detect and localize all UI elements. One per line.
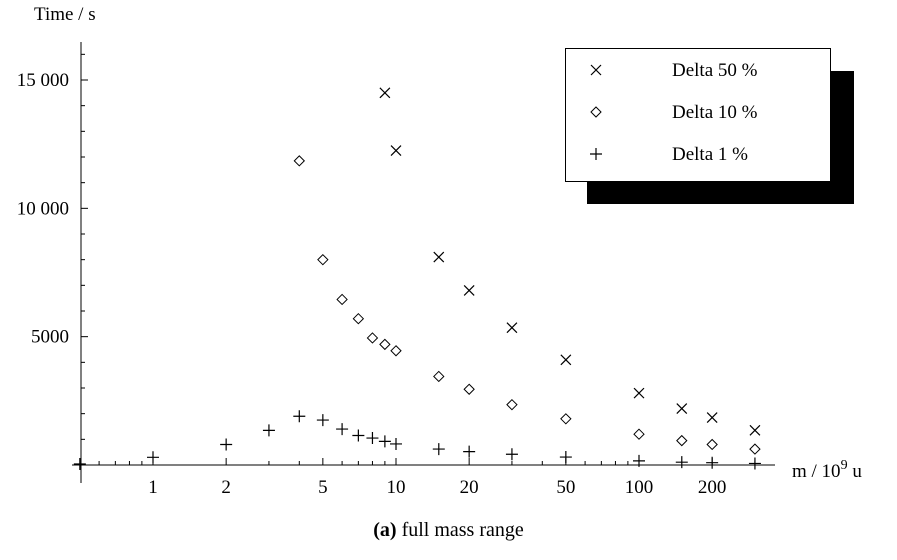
data-point-cross [379, 87, 391, 99]
data-point-plus [559, 451, 572, 464]
legend-marker [590, 148, 602, 160]
legend-label: Delta 1 % [672, 144, 748, 165]
data-point-plus [220, 438, 233, 451]
data-point-diamond [749, 443, 761, 455]
data-point-diamond [390, 345, 402, 357]
y-axis-label: Time / s [34, 4, 96, 25]
y-tick-label: 5000 [31, 327, 69, 348]
figure-caption: (a) full mass range [0, 519, 897, 542]
data-point-diamond [633, 428, 645, 440]
data-point-diamond [506, 398, 518, 411]
data-point-diamond [433, 370, 445, 383]
x-tick-label: 100 [625, 477, 654, 498]
data-point-cross [463, 285, 475, 296]
data-point-plus [293, 410, 306, 423]
data-point-diamond [560, 413, 572, 425]
data-point-plus [706, 456, 719, 469]
data-point-plus [463, 445, 476, 458]
y-tick-label: 15 000 [17, 70, 69, 91]
data-point-diamond [352, 312, 365, 325]
data-point-diamond [366, 332, 379, 344]
x-tick-label: 2 [221, 477, 231, 498]
legend-marker [590, 64, 602, 76]
data-point-plus [147, 451, 159, 464]
data-point-diamond [293, 155, 306, 167]
y-tick-label: 10 000 [17, 198, 69, 219]
data-point-plus [633, 454, 645, 467]
x-tick-label: 50 [556, 477, 575, 498]
data-point-cross [633, 387, 645, 399]
legend-box [565, 48, 831, 182]
data-point-cross [506, 322, 518, 334]
x-tick-label: 1 [148, 477, 158, 498]
data-point-diamond [317, 253, 329, 266]
data-point-diamond [336, 293, 348, 306]
data-point-plus [748, 457, 761, 470]
data-point-diamond [676, 434, 688, 447]
data-point-cross [749, 424, 761, 436]
legend-label: Delta 50 % [672, 60, 758, 81]
data-point-diamond [706, 438, 718, 451]
legend-label: Delta 10 % [672, 102, 758, 123]
data-point-plus [505, 448, 518, 461]
data-point-cross [390, 145, 402, 157]
x-tick-label: 200 [698, 477, 727, 498]
data-point-cross [433, 251, 445, 263]
data-point-diamond [463, 383, 475, 395]
x-tick-label: 5 [318, 477, 328, 498]
data-point-plus [316, 414, 329, 427]
data-point-plus [73, 457, 86, 470]
data-point-cross [676, 403, 688, 414]
data-point-plus [432, 443, 445, 456]
data-point-plus [390, 437, 402, 450]
x-tick-label: 20 [460, 477, 479, 498]
legend-marker [590, 106, 602, 118]
data-point-diamond [379, 338, 391, 351]
data-point-plus [352, 429, 365, 442]
data-point-plus [675, 456, 688, 469]
data-point-cross [560, 354, 572, 366]
x-tick-label: 10 [387, 477, 406, 498]
data-point-plus [336, 423, 349, 436]
scatter-chart: 5000 10 000 15 000 1 2 5 10 20 50 100 200 Time / s m… [17, 4, 863, 498]
caption-text: full mass range [396, 519, 524, 541]
x-axis-label: m / 109 u [792, 458, 862, 482]
caption-label: (a) [373, 519, 397, 541]
data-point-plus [262, 424, 275, 437]
data-point-plus [378, 435, 391, 448]
data-point-cross [706, 412, 718, 423]
data-point-plus [366, 432, 379, 445]
